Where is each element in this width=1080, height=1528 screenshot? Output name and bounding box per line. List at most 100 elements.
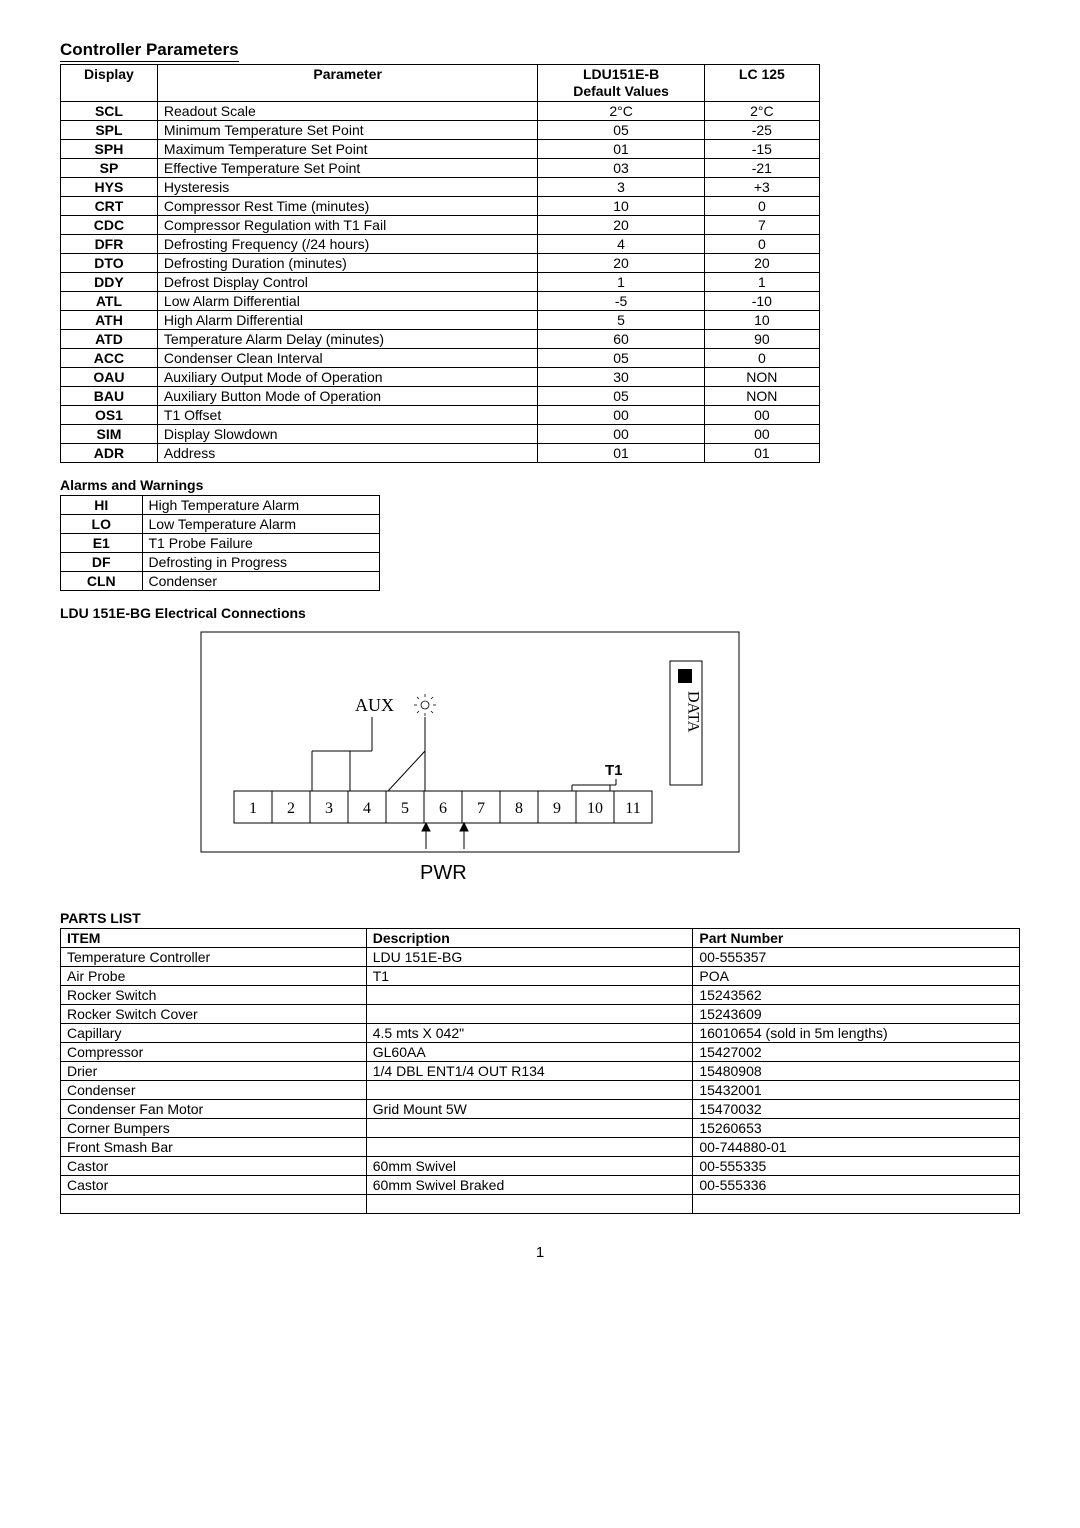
table-cell: 20: [704, 253, 819, 272]
table-cell: 15243609: [693, 1004, 1020, 1023]
table-cell: 16010654 (sold in 5m lengths): [693, 1023, 1020, 1042]
section-title-parts: PARTS LIST: [60, 910, 1020, 926]
table-cell: Corner Bumpers: [61, 1118, 367, 1137]
table-row: ADRAddress0101: [61, 443, 820, 462]
table-cell: 00-744880-01: [693, 1137, 1020, 1156]
table-cell: -21: [704, 158, 819, 177]
table-cell: SPH: [61, 139, 158, 158]
table-cell: [366, 1080, 693, 1099]
table-cell: ATD: [61, 329, 158, 348]
table-cell: 00: [538, 424, 704, 443]
table-row: DFDefrosting in Progress: [61, 552, 380, 571]
table-cell: 20: [538, 253, 704, 272]
table-row: SPHMaximum Temperature Set Point01-15: [61, 139, 820, 158]
table-cell: -5: [538, 291, 704, 310]
table-cell: 15470032: [693, 1099, 1020, 1118]
table-cell: [366, 1194, 693, 1213]
table-cell: Temperature Alarm Delay (minutes): [157, 329, 538, 348]
table-cell: Hysteresis: [157, 177, 538, 196]
diagram-label-aux: AUX: [355, 695, 394, 715]
table-cell: Defrosting in Progress: [142, 552, 380, 571]
terminal-number: 7: [477, 800, 485, 817]
table-cell: OS1: [61, 405, 158, 424]
table-cell: Condenser Clean Interval: [157, 348, 538, 367]
table-row: Front Smash Bar 00-744880-01: [61, 1137, 1020, 1156]
table-row: Rocker Switch Cover 15243609: [61, 1004, 1020, 1023]
alarms-table: HIHigh Temperature AlarmLOLow Temperatur…: [60, 495, 380, 591]
table-cell: 1: [538, 272, 704, 291]
table-cell: 00: [704, 405, 819, 424]
table-cell: 3: [538, 177, 704, 196]
table-row: Castor60mm Swivel Braked00-555336: [61, 1175, 1020, 1194]
terminal-number: 11: [625, 800, 640, 817]
diagram-label-data: DATA: [685, 691, 702, 733]
table-row: Condenser Fan MotorGrid Mount 5W15470032: [61, 1099, 1020, 1118]
table-cell: Auxiliary Output Mode of Operation: [157, 367, 538, 386]
table-cell: CLN: [61, 571, 143, 590]
table-cell: Defrosting Frequency (/24 hours): [157, 234, 538, 253]
params-header-parameter: Parameter: [157, 65, 538, 102]
section-title-controller-parameters: Controller Parameters: [60, 40, 239, 62]
params-header-lc125: LC 125: [704, 65, 819, 102]
table-cell: 05: [538, 120, 704, 139]
table-row: Air ProbeT1POA: [61, 966, 1020, 985]
table-cell: 00-555357: [693, 947, 1020, 966]
table-row: Condenser 15432001: [61, 1080, 1020, 1099]
table-cell: GL60AA: [366, 1042, 693, 1061]
table-cell: DTO: [61, 253, 158, 272]
table-cell: 15427002: [693, 1042, 1020, 1061]
table-cell: Condenser: [61, 1080, 367, 1099]
table-cell: 15432001: [693, 1080, 1020, 1099]
table-cell: Low Temperature Alarm: [142, 514, 380, 533]
controller-parameters-table: Display Parameter LDU151E-B Default Valu…: [60, 64, 820, 463]
table-cell: Compressor Rest Time (minutes): [157, 196, 538, 215]
table-cell: Compressor: [61, 1042, 367, 1061]
table-cell: 1/4 DBL ENT1/4 OUT R134: [366, 1061, 693, 1080]
table-cell: Front Smash Bar: [61, 1137, 367, 1156]
table-cell: ADR: [61, 443, 158, 462]
table-cell: 00-555336: [693, 1175, 1020, 1194]
table-cell: [366, 1137, 693, 1156]
table-cell: 2°C: [538, 101, 704, 120]
table-cell: POA: [693, 966, 1020, 985]
table-cell: CDC: [61, 215, 158, 234]
table-cell: 0: [704, 348, 819, 367]
table-cell: NON: [704, 367, 819, 386]
table-cell: SP: [61, 158, 158, 177]
parts-header-part: Part Number: [693, 928, 1020, 947]
table-cell: LO: [61, 514, 143, 533]
table-cell: E1: [61, 533, 143, 552]
page-number: 1: [60, 1244, 1020, 1261]
table-cell: Capillary: [61, 1023, 367, 1042]
table-cell: Temperature Controller: [61, 947, 367, 966]
table-row: CLNCondenser: [61, 571, 380, 590]
table-cell: HI: [61, 495, 143, 514]
table-cell: 10: [704, 310, 819, 329]
table-cell: 15260653: [693, 1118, 1020, 1137]
terminal-number: 2: [287, 800, 295, 817]
electrical-diagram-svg: AUX DATA T1 12: [200, 631, 740, 891]
table-row: OS1T1 Offset0000: [61, 405, 820, 424]
table-row: DDYDefrost Display Control11: [61, 272, 820, 291]
diagram-label-t1: T1: [605, 762, 623, 779]
table-cell: +3: [704, 177, 819, 196]
table-row: E1T1 Probe Failure: [61, 533, 380, 552]
section-title-alarms: Alarms and Warnings: [60, 477, 1020, 493]
table-cell: LDU 151E-BG: [366, 947, 693, 966]
table-row: OAUAuxiliary Output Mode of Operation30N…: [61, 367, 820, 386]
table-row: ACCCondenser Clean Interval050: [61, 348, 820, 367]
table-cell: 01: [704, 443, 819, 462]
table-row: CDCCompressor Regulation with T1 Fail207: [61, 215, 820, 234]
table-cell: 7: [704, 215, 819, 234]
table-cell: Castor: [61, 1156, 367, 1175]
table-cell: -15: [704, 139, 819, 158]
params-header-display: Display: [61, 65, 158, 102]
diagram-label-pwr: PWR: [420, 862, 467, 884]
table-cell: Air Probe: [61, 966, 367, 985]
table-cell: ACC: [61, 348, 158, 367]
table-row: HYSHysteresis3+3: [61, 177, 820, 196]
table-cell: DDY: [61, 272, 158, 291]
table-cell: 15480908: [693, 1061, 1020, 1080]
terminal-number: 9: [553, 800, 561, 817]
table-cell: Effective Temperature Set Point: [157, 158, 538, 177]
